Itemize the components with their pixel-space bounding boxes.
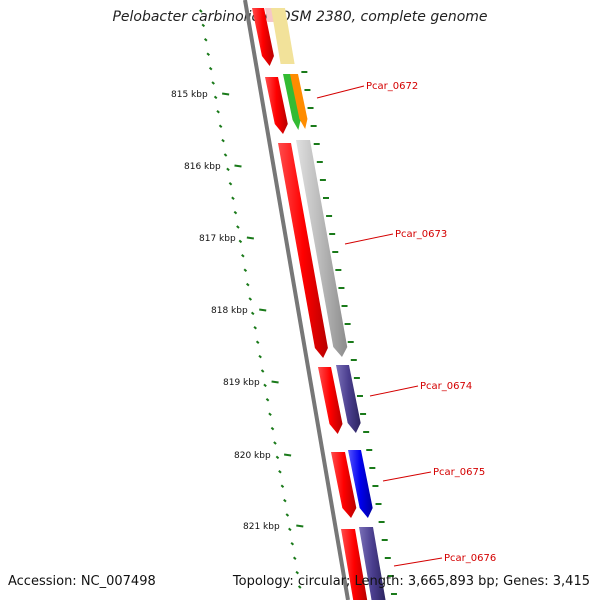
minor-tick-dot	[288, 527, 292, 532]
minor-tick-dot	[292, 556, 297, 560]
gene-label-pcar-0674[interactable]: Pcar_0674	[420, 381, 472, 392]
cds-arrow	[331, 452, 357, 518]
minor-tick-dot	[238, 239, 243, 244]
label-leader-line	[393, 557, 443, 567]
cds-arrow	[341, 529, 368, 600]
cog-arrow-purple	[359, 527, 386, 600]
minor-tick-dot	[218, 124, 223, 128]
label-leader-line	[316, 85, 365, 99]
tick-label-820: 820 kbp	[234, 451, 271, 461]
gene-label-pcar-0672[interactable]: Pcar_0672	[366, 81, 418, 92]
minor-tick-dot	[216, 110, 220, 114]
minor-tick-dot	[265, 398, 270, 402]
major-tick	[271, 380, 279, 384]
minor-tick-dot	[255, 340, 260, 344]
minor-tick-dot	[203, 38, 208, 42]
genome-summary-text: Topology: circular; Length: 3,665,893 bp…	[232, 574, 590, 589]
minor-tick-dot	[275, 455, 280, 460]
minor-tick-dot	[260, 369, 265, 373]
minor-tick-dot	[211, 81, 215, 85]
cog-arrow-yellow	[271, 8, 295, 64]
minor-tick-dot	[223, 153, 228, 157]
cog-arrow-orange	[290, 74, 308, 129]
minor-tick-dot	[283, 498, 287, 503]
major-tick	[259, 308, 267, 312]
tick-dot-track	[199, 9, 302, 589]
cds-arrow	[265, 77, 288, 134]
minor-tick-dot	[280, 484, 285, 488]
major-tick	[246, 236, 254, 240]
minor-tick-dot	[236, 225, 240, 229]
minor-tick-dot	[241, 254, 245, 258]
minor-tick-dot	[231, 196, 235, 200]
minor-tick-dot	[226, 167, 230, 172]
minor-tick-dot	[295, 570, 299, 575]
minor-tick-dot	[233, 210, 238, 215]
cds-arrow	[318, 367, 343, 434]
major-tick	[296, 524, 304, 528]
major-tick	[234, 164, 242, 168]
cog-arrow-blue	[348, 450, 373, 518]
cog-arrow-purple	[336, 365, 361, 433]
tick-label-817: 817 kbp	[199, 234, 236, 244]
minor-tick-dot	[268, 412, 272, 416]
minor-tick-dot	[278, 470, 282, 474]
minor-tick-dot	[248, 297, 253, 301]
tick-label-819: 819 kbp	[223, 378, 260, 388]
tick-label-821: 821 kbp	[243, 522, 280, 532]
major-tick-track	[221, 71, 397, 595]
accession-text: Accession: NC_007498	[8, 574, 156, 589]
minor-tick-dot	[250, 311, 255, 316]
minor-tick-dot	[285, 513, 290, 517]
label-leader-line	[344, 233, 394, 245]
minor-tick-dot	[246, 282, 250, 287]
minor-tick-dot	[273, 441, 277, 445]
cds-arrow	[278, 143, 328, 358]
gene-label-pcar-0675[interactable]: Pcar_0675	[433, 467, 485, 478]
backbone-line	[243, 0, 350, 600]
minor-tick-dot	[199, 9, 203, 13]
minor-tick-dot	[201, 23, 206, 28]
gene-label-pcar-0673[interactable]: Pcar_0673	[395, 229, 447, 240]
tick-label-815: 815 kbp	[171, 90, 208, 100]
cog-arrow-green	[283, 74, 301, 130]
gene-label-leaders	[316, 85, 443, 567]
gene-label-pcar-0676[interactable]: Pcar_0676	[444, 553, 496, 564]
label-leader-line	[382, 471, 432, 482]
minor-tick-dot	[253, 326, 257, 330]
tick-label-816: 816 kbp	[184, 162, 221, 172]
minor-tick-dot	[263, 383, 267, 388]
major-tick	[283, 453, 292, 457]
major-tick	[221, 92, 230, 96]
cds-arrow	[252, 8, 274, 66]
tick-label-818: 818 kbp	[211, 306, 248, 316]
cog-arrow-grey	[296, 140, 348, 357]
map-title: Pelobacter carbinolicus DSM 2380, comple…	[112, 9, 488, 25]
minor-tick-dot	[297, 585, 302, 589]
minor-tick-dot	[258, 354, 262, 359]
minor-tick-dot	[221, 138, 225, 143]
minor-tick-dot	[243, 268, 248, 272]
minor-tick-dot	[206, 52, 211, 56]
minor-tick-dot	[213, 95, 218, 100]
gene-track	[252, 8, 386, 600]
minor-tick-dot	[290, 542, 295, 546]
minor-tick-dot	[208, 66, 213, 71]
minor-tick-dot	[270, 426, 275, 431]
label-leader-line	[369, 385, 419, 397]
minor-tick-dot	[228, 182, 233, 186]
